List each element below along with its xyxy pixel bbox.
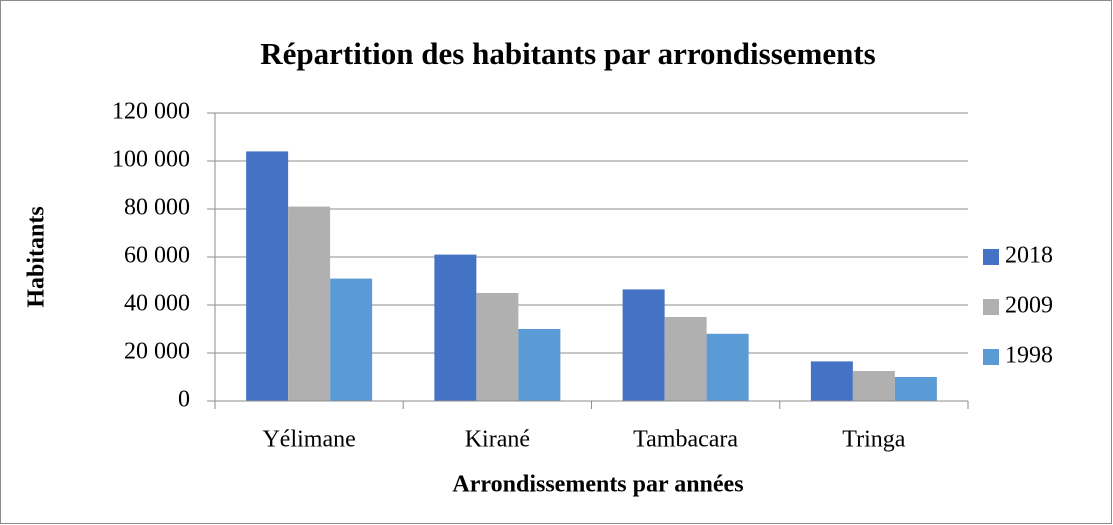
bar xyxy=(246,151,289,401)
legend-label: 2018 xyxy=(1005,243,1053,269)
legend-swatch xyxy=(983,299,999,315)
bar xyxy=(664,317,707,401)
x-tick-label: Yélimane xyxy=(262,427,355,453)
bar xyxy=(330,278,373,401)
chart-title: Répartition des habitants par arrondisse… xyxy=(260,36,875,71)
bar xyxy=(852,371,895,401)
x-tick-label: Tambacara xyxy=(633,427,738,453)
y-tick-label: 80 000 xyxy=(124,195,190,221)
legend-swatch xyxy=(983,249,999,265)
bar xyxy=(288,206,331,401)
legend-label: 1998 xyxy=(1005,343,1053,369)
bar xyxy=(810,361,853,401)
y-tick-label: 0 xyxy=(178,387,190,413)
legend-label: 2009 xyxy=(1005,293,1053,319)
bar xyxy=(518,329,561,401)
bar xyxy=(476,293,519,401)
y-tick-label: 60 000 xyxy=(124,243,190,269)
bar xyxy=(706,333,749,401)
x-tick-label: Tringa xyxy=(842,427,905,453)
y-axis-title: Habitants xyxy=(24,206,50,307)
x-tick-label: Kirané xyxy=(465,427,530,453)
bar xyxy=(894,377,937,401)
y-tick-label: 20 000 xyxy=(124,339,190,365)
bar xyxy=(622,289,665,401)
y-tick-label: 100 000 xyxy=(112,147,190,173)
y-tick-label: 40 000 xyxy=(124,291,190,317)
legend-swatch xyxy=(983,349,999,365)
bar xyxy=(434,254,477,401)
y-tick-label: 120 000 xyxy=(112,99,190,125)
x-axis-title: Arrondissements par années xyxy=(452,472,743,498)
